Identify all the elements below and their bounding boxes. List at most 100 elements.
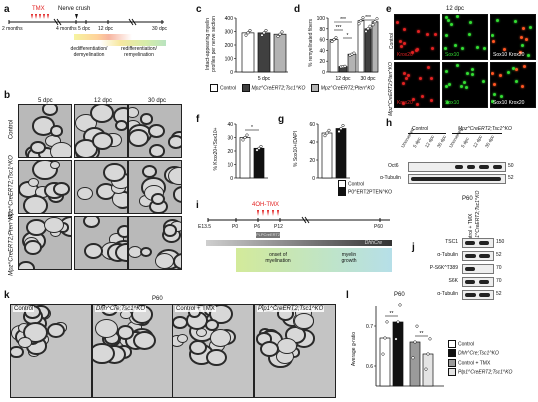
panel-g-label: g [278, 114, 285, 125]
e-title: 12 dpc [446, 6, 465, 12]
j-mw-label: 70 [496, 265, 502, 271]
legend-l-swatch-3 [448, 367, 456, 376]
j-band-label: α-Tubulin [437, 252, 458, 258]
nucleus-dot [453, 44, 457, 48]
nerve-crush-label: Nerve crush [58, 6, 91, 12]
j-lane-2: Plp1^CreERT2;Tsc1^KO [475, 190, 481, 245]
i-tick-p60: P60 [374, 224, 383, 230]
nucleus-dot [500, 94, 504, 98]
blot-band [465, 293, 476, 297]
legend-cd: Control Mpz^CreERT2;Tsc1^KO Mpz^CreERT2;… [210, 84, 390, 92]
panel-a-label: a [4, 4, 10, 15]
data-point [364, 29, 368, 33]
bar [273, 33, 287, 73]
myelin-fiber [90, 105, 115, 124]
data-point [343, 64, 347, 68]
nucleus-dot [493, 93, 497, 97]
bar [364, 28, 372, 73]
nucleus-dot [514, 79, 518, 83]
i-tick-p6: P6 [254, 224, 261, 230]
i-dhh-bar: DhhCre [206, 240, 392, 246]
blot-band [465, 254, 476, 258]
h-group-line-1 [408, 133, 446, 134]
myelin-fiber [83, 217, 100, 228]
i-plp-bar: PLPCreERT2 [256, 232, 281, 238]
nucleus-dot [481, 79, 485, 83]
data-point [357, 22, 361, 26]
sig-label: * [347, 33, 349, 39]
nucleus-dot [468, 20, 472, 24]
myelin-fiber [154, 253, 175, 269]
legend-l-swatch-2 [448, 358, 456, 367]
legend-fg-swatch-control [338, 180, 346, 188]
nucleus-dot [465, 72, 469, 76]
bar [371, 21, 379, 73]
legend-tsc1: Mpz^CreERT2;Tsc1^KO [251, 85, 306, 92]
nucleus-dot [417, 30, 421, 34]
nucleus-dot [493, 82, 497, 86]
c-ylabel: Intact-appearing myelin profiles per ner… [205, 16, 217, 72]
phase-dediff: dedifferentiation/ demyelination [70, 46, 108, 58]
bar [422, 353, 434, 387]
i-dhh-label: DhhCre [364, 240, 382, 246]
data-point [330, 39, 334, 44]
nucleus-dot [415, 47, 419, 51]
h-band-oct6: Oct6 [388, 163, 399, 169]
nucleus-dot [519, 50, 523, 54]
l-title: P60 [394, 292, 405, 298]
nucleus-dot [402, 82, 406, 86]
nucleus-dot [455, 63, 459, 67]
tick-12dpc: 12 dpc [98, 26, 114, 32]
myelin-fiber [93, 342, 115, 364]
nucleus-dot [419, 76, 423, 80]
nucleus-dot [420, 95, 424, 99]
bar [253, 147, 265, 179]
em-micrograph [74, 160, 128, 214]
nucleus-dot [491, 33, 495, 37]
data-point [327, 128, 331, 132]
myelin-fiber [117, 224, 127, 238]
blot-band [479, 254, 490, 258]
legend-l-1: Dhh^Cre;Tsc1^KO [458, 350, 499, 357]
nucleus-dot [430, 98, 434, 102]
data-point [352, 51, 356, 55]
data-point [259, 144, 263, 149]
j-band-label: P-S6K^T389 [429, 265, 458, 271]
y-tick-label: 80 [319, 27, 325, 33]
myelin-fiber [22, 195, 48, 213]
k-image-label: Dhh^Cre;Tsc1^KO [95, 306, 147, 312]
data-point [339, 126, 343, 131]
myelin-fiber [117, 325, 135, 341]
nucleus-dot [411, 98, 415, 102]
y-tick-label: 0 [230, 176, 233, 182]
fluor-image: Krox20 [394, 14, 440, 60]
em-micrograph [128, 216, 182, 270]
bar [241, 32, 255, 73]
k-image-label: Plp1^CreERT2;Tsc1^KO [257, 306, 325, 312]
fluor-channel-label: Sox10 Krox20 [493, 52, 525, 58]
nucleus-dot [502, 48, 506, 52]
nucleus-dot [525, 37, 529, 41]
bar [409, 341, 421, 387]
panel-j-label: j [412, 242, 415, 253]
fluor-channel-label: Krox20 [397, 52, 413, 58]
nucleus-dot [403, 42, 407, 46]
myelin-fiber [141, 164, 158, 178]
myelin-fiber [129, 128, 150, 147]
nucleus-dot [513, 19, 517, 23]
data-point [246, 31, 250, 35]
bar [357, 20, 365, 73]
h-lane-label: 5 dpc [412, 136, 422, 149]
tmx-arrows-icon [31, 14, 49, 19]
nucleus-dot [446, 100, 450, 104]
k-image-label: Control + TMX [175, 306, 216, 312]
h-group-line-2 [452, 133, 502, 134]
j-band-label: S6K [448, 278, 458, 284]
nucleus-dot [403, 27, 407, 31]
nucleus-dot [430, 46, 434, 50]
k-micrograph: Control [10, 304, 92, 398]
h-lane-label: 5 dpc [460, 136, 470, 149]
legend-l-0: Control [458, 341, 475, 348]
nucleus-dot [430, 76, 434, 80]
j-blot-strip [462, 251, 494, 261]
